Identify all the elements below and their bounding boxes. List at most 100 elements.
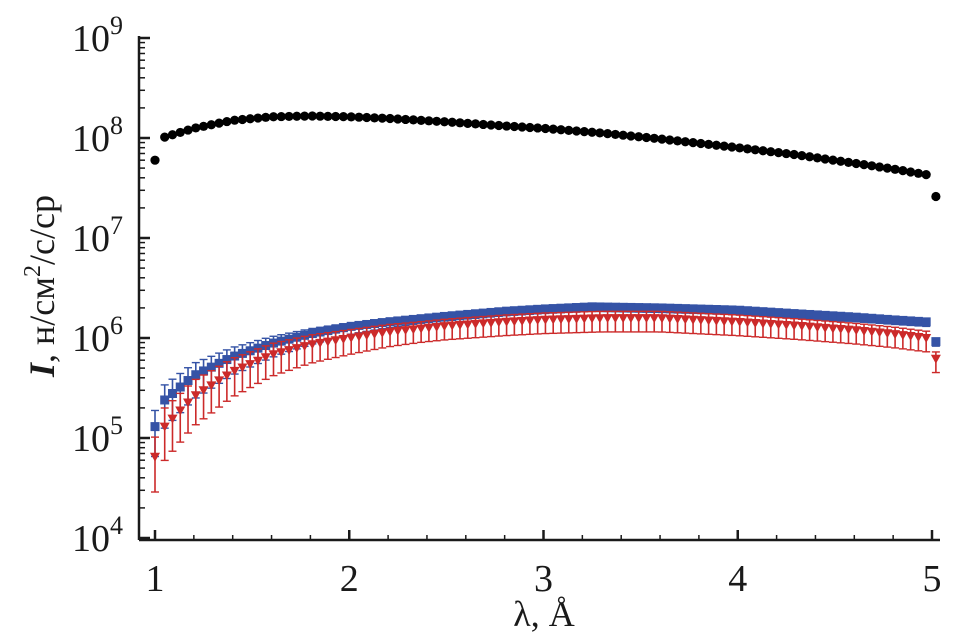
- data-point: [439, 117, 450, 127]
- data-point: [229, 366, 240, 376]
- y-tick-label: 105: [72, 411, 123, 460]
- data-point: [913, 168, 924, 178]
- data-point: [797, 309, 807, 319]
- data-point: [276, 348, 287, 358]
- data-point: [618, 130, 628, 140]
- data-point: [758, 319, 769, 329]
- data-point: [354, 112, 364, 122]
- data-point: [190, 391, 201, 401]
- data-point: [509, 317, 520, 327]
- data-point: [843, 325, 854, 335]
- data-point: [400, 326, 411, 336]
- data-point: [331, 111, 341, 122]
- data-point: [299, 342, 310, 352]
- data-point: [703, 316, 714, 326]
- data-point: [602, 314, 613, 324]
- data-point: [906, 316, 916, 326]
- data-point: [268, 350, 279, 360]
- axes: [137, 36, 940, 542]
- data-point: [191, 123, 201, 133]
- data-point: [930, 354, 941, 364]
- data-point: [571, 314, 582, 324]
- data-point: [532, 316, 543, 326]
- data-point: [913, 333, 924, 343]
- plot-marks: [150, 111, 941, 493]
- data-point: [252, 356, 263, 366]
- data-point: [175, 382, 185, 392]
- data-point: [835, 325, 846, 335]
- data-point: [804, 322, 815, 332]
- data-point: [292, 332, 302, 342]
- data-point: [931, 337, 941, 347]
- data-point: [579, 314, 590, 324]
- data-point: [556, 125, 566, 135]
- data-point: [307, 340, 318, 350]
- data-point: [766, 147, 776, 157]
- data-point: [773, 320, 784, 330]
- data-point: [276, 111, 286, 122]
- data-point: [789, 149, 799, 160]
- data-point: [579, 302, 589, 312]
- data-point: [859, 327, 870, 337]
- data-point: [641, 314, 652, 324]
- data-point: [385, 327, 396, 337]
- y-axis-variable: I: [22, 361, 62, 378]
- data-point: [548, 304, 558, 314]
- data-point: [610, 129, 620, 140]
- data-point: [805, 152, 815, 162]
- data-point: [781, 320, 792, 330]
- x-tick-label: 5: [923, 558, 942, 600]
- data-point: [315, 111, 325, 121]
- x-axis-title: λ, Å: [513, 594, 574, 634]
- data-point: [626, 302, 636, 312]
- data-point: [564, 125, 574, 135]
- data-point: [897, 331, 908, 341]
- data-point: [493, 318, 504, 328]
- data-point: [680, 315, 691, 325]
- data-point: [393, 114, 403, 124]
- data-point: [836, 156, 846, 166]
- data-point: [688, 304, 698, 314]
- y-tick-label: 109: [72, 11, 123, 60]
- data-point: [361, 331, 372, 341]
- data-point: [471, 309, 481, 319]
- data-point: [331, 324, 341, 334]
- data-point: [836, 311, 846, 321]
- data-point: [370, 319, 380, 329]
- data-point: [625, 314, 636, 324]
- data-point: [222, 116, 232, 127]
- data-point: [587, 314, 598, 324]
- data-point: [657, 303, 667, 313]
- data-point: [400, 114, 411, 125]
- data-point: [812, 323, 823, 333]
- data-point: [191, 370, 201, 380]
- data-point: [230, 351, 240, 361]
- data-point: [431, 322, 442, 332]
- data-point: [338, 323, 348, 333]
- data-point: [517, 305, 527, 315]
- data-point: [820, 323, 831, 333]
- data-point: [237, 363, 248, 373]
- data-point: [719, 317, 730, 327]
- data-point: [517, 316, 528, 326]
- data-point: [828, 311, 838, 321]
- data-point: [704, 139, 714, 149]
- y-tick-label: 107: [72, 211, 123, 260]
- data-point: [781, 308, 791, 318]
- data-point: [874, 328, 885, 338]
- data-point: [812, 310, 822, 320]
- data-point: [564, 303, 574, 313]
- data-point: [843, 157, 854, 167]
- data-point: [680, 304, 690, 314]
- data-point: [719, 141, 729, 151]
- data-point: [253, 113, 263, 123]
- data-point: [447, 311, 457, 321]
- data-point: [665, 303, 675, 313]
- data-point: [649, 303, 659, 313]
- data-point: [572, 303, 582, 313]
- data-point: [221, 371, 232, 381]
- data-point: [214, 358, 224, 368]
- data-point: [245, 360, 256, 370]
- data-point: [150, 422, 160, 432]
- data-point: [525, 305, 535, 315]
